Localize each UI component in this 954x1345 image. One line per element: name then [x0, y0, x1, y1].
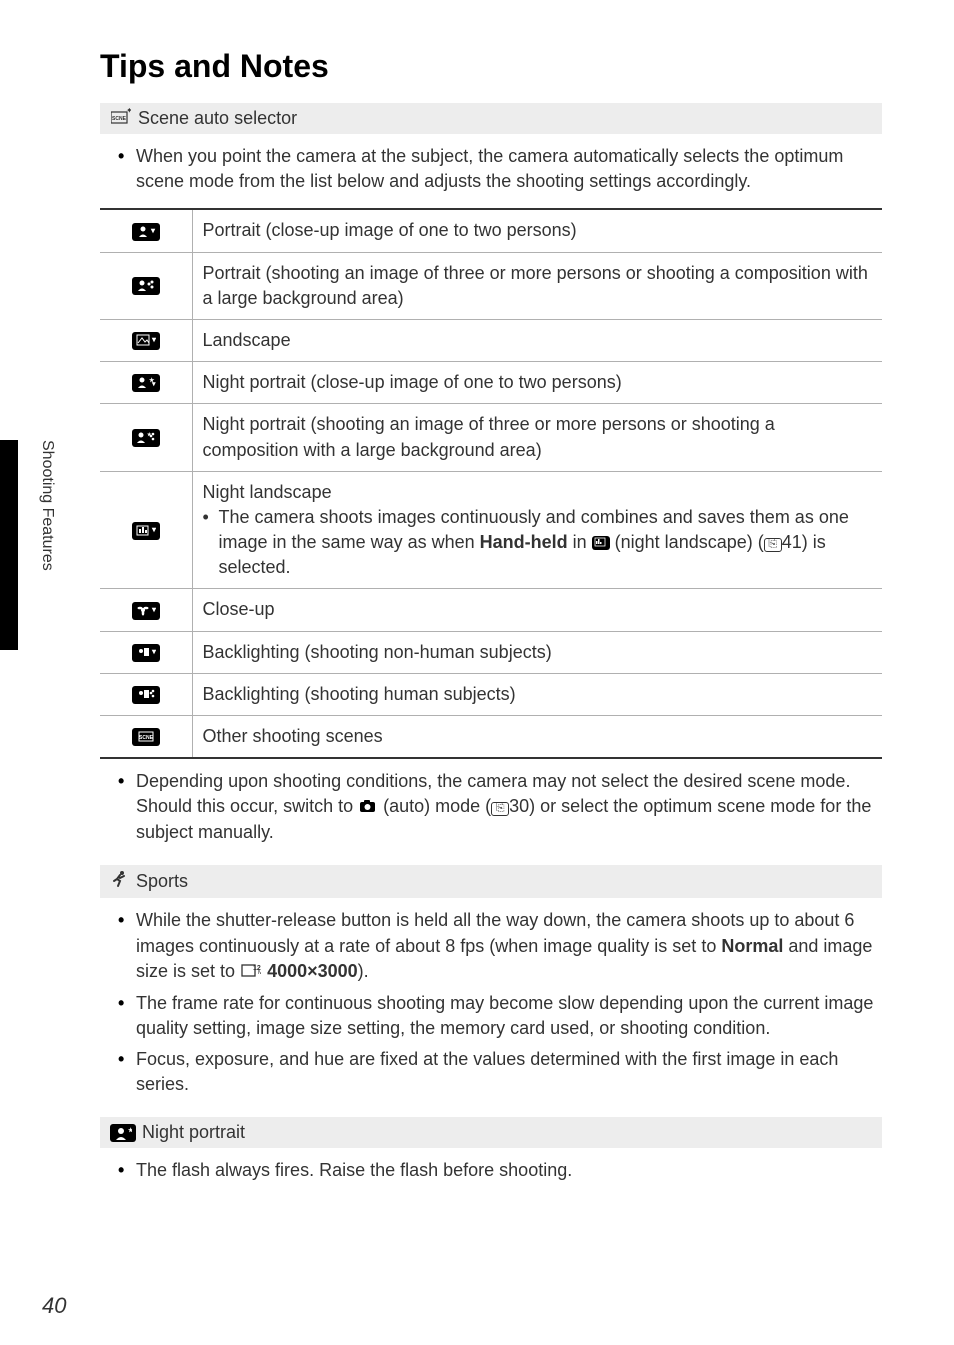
page-ref-icon: ⎘ [491, 802, 509, 816]
scene-auto-selector-icon: SCNE✦ [111, 108, 131, 129]
sports-bullets: While the shutter-release button is held… [100, 898, 882, 1097]
table-row: ▾ Backlighting (shooting non-human subje… [100, 631, 882, 673]
night-landscape-inline-icon [592, 536, 610, 550]
table-row: Backlighting (shooting human subjects) [100, 673, 882, 715]
table-row: ▾ Portrait (close-up image of one to two… [100, 209, 882, 252]
table-row: ★ Night portrait (shooting an image of t… [100, 404, 882, 471]
section-title: Sports [136, 871, 188, 892]
section-header-sports: Sports [100, 865, 882, 898]
intro-bullet: When you point the camera at the subject… [118, 144, 882, 194]
auto-mode-icon [359, 795, 377, 820]
row-text: Backlighting (shooting non-human subject… [192, 631, 882, 673]
row-text: Other shooting scenes [192, 716, 882, 759]
svg-text:▾: ▾ [151, 647, 156, 656]
post-bullet-list: Depending upon shooting conditions, the … [100, 759, 882, 845]
list-item: While the shutter-release button is held… [118, 908, 882, 984]
svg-text:M: M [258, 970, 261, 976]
page-ref-icon: ⎘ [764, 538, 782, 552]
row-text: Backlighting (shooting human subjects) [192, 673, 882, 715]
table-row: ▾ Close-up [100, 589, 882, 631]
section-title: Night portrait [142, 1122, 245, 1143]
row-text: Portrait (close-up image of one to two p… [192, 209, 882, 252]
row-text: Night portrait (shooting an image of thr… [192, 404, 882, 471]
svg-text:▾: ▾ [150, 226, 156, 235]
list-item: Focus, exposure, and hue are fixed at th… [118, 1047, 882, 1097]
section-title: Scene auto selector [138, 108, 297, 129]
table-row: ★▾ Night portrait (close-up image of one… [100, 362, 882, 404]
size-12m-icon: 12M [241, 959, 261, 984]
row-text: Night landscape The camera shoots images… [192, 471, 882, 589]
row-text: Night portrait (close-up image of one to… [192, 362, 882, 404]
list-item: The flash always fires. Raise the flash … [118, 1158, 882, 1183]
night-portrait-section-icon: ★ [110, 1124, 136, 1142]
intro-bullet-list: When you point the camera at the subject… [100, 134, 882, 194]
night-portrait-icon: ★▾ [132, 374, 160, 392]
section-header-night-portrait: ★ Night portrait [100, 1117, 882, 1148]
table-row: ▾ Landscape [100, 319, 882, 361]
row-text: Close-up [192, 589, 882, 631]
row-text: Portrait (shooting an image of three or … [192, 252, 882, 319]
row-text: Landscape [192, 319, 882, 361]
nested-bullet-item: The camera shoots images continuously an… [203, 505, 873, 581]
closeup-icon: ▾ [132, 602, 160, 620]
backlight-nonhuman-icon: ▾ [132, 644, 160, 662]
table-row: SCNE Other shooting scenes [100, 716, 882, 759]
portrait-icon: ▾ [132, 223, 160, 241]
landscape-icon: ▾ [132, 332, 160, 350]
svg-text:✦: ✦ [126, 108, 131, 115]
scene-mode-table: ▾ Portrait (close-up image of one to two… [100, 208, 882, 759]
side-tab-label: Shooting Features [38, 440, 56, 571]
side-tab-indicator [0, 440, 18, 650]
backlight-human-icon [132, 686, 160, 704]
svg-text:▾: ▾ [151, 335, 156, 344]
table-row: Portrait (shooting an image of three or … [100, 252, 882, 319]
post-bullet: Depending upon shooting conditions, the … [118, 769, 882, 845]
page-number: 40 [42, 1293, 66, 1319]
svg-text:▾: ▾ [151, 525, 156, 534]
table-row: ▾ Night landscape The camera shoots imag… [100, 471, 882, 589]
svg-text:SCNE: SCNE [139, 735, 154, 741]
svg-text:SCNE: SCNE [112, 116, 127, 122]
page-title: Tips and Notes [100, 48, 882, 85]
svg-text:▾: ▾ [151, 381, 156, 388]
night-portrait-group-icon: ★ [132, 429, 160, 447]
section-header-scene-auto: SCNE✦ Scene auto selector [100, 103, 882, 134]
other-scenes-icon: SCNE [132, 728, 160, 746]
list-item: The frame rate for continuous shooting m… [118, 991, 882, 1041]
svg-text:▾: ▾ [151, 605, 156, 614]
sports-icon [111, 870, 129, 893]
portrait-group-icon [132, 277, 160, 295]
svg-text:★: ★ [128, 1127, 132, 1134]
night-portrait-bullets: The flash always fires. Raise the flash … [100, 1148, 882, 1183]
night-landscape-icon: ▾ [132, 522, 160, 540]
